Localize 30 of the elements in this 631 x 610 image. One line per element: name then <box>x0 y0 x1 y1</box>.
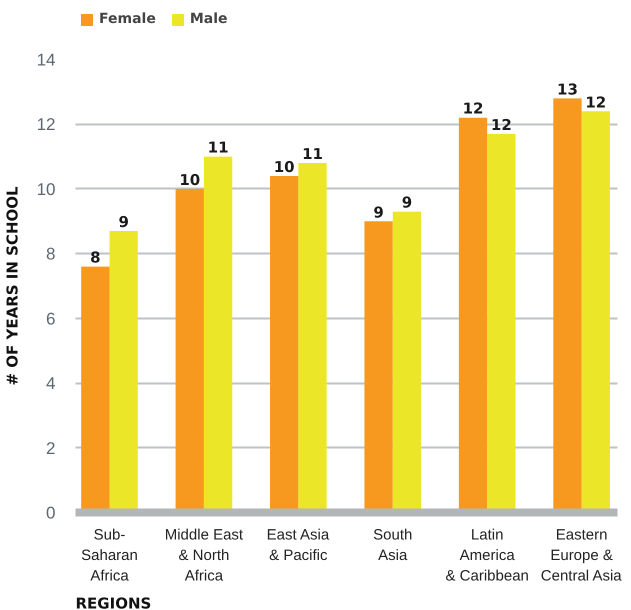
x-axis-title: REGIONS <box>76 594 152 610</box>
y-tick-label: 6 <box>46 309 56 328</box>
y-tick-label: 4 <box>46 374 56 394</box>
data-label: 8 <box>90 248 101 267</box>
y-tick-label: 10 <box>36 180 56 199</box>
y-tick-label: 8 <box>46 244 56 264</box>
data-label: 11 <box>208 138 229 157</box>
data-label: 10 <box>274 158 295 176</box>
x-tick-label: Eastern Europe & Central Asia <box>540 526 622 584</box>
y-tick-label: 2 <box>46 438 56 458</box>
data-label: 12 <box>490 116 512 134</box>
x-tick-label: Middle East & North Africa <box>164 526 244 584</box>
y-axis-title: # OF YEARS IN SCHOOL <box>4 186 22 386</box>
y-tick-label: 14 <box>36 50 56 70</box>
data-label: 11 <box>302 145 323 164</box>
data-label: 12 <box>585 93 606 112</box>
data-label: 10 <box>179 170 200 189</box>
x-tick-label: South Asia <box>373 526 412 564</box>
x-tick-label: East Asia & Pacific <box>266 526 330 564</box>
data-label: 9 <box>402 194 412 212</box>
data-label: 9 <box>373 203 384 222</box>
data-label: 9 <box>118 212 129 231</box>
y-tick-label: 0 <box>46 504 56 522</box>
legend-label: Female <box>99 11 156 27</box>
x-tick-label: Sub- Saharan Africa <box>81 526 138 584</box>
legend-label: Male <box>190 11 228 27</box>
x-tick-label: Latin America & Caribbean <box>446 526 529 584</box>
data-label: 12 <box>462 100 484 118</box>
data-label: 13 <box>557 80 578 98</box>
y-tick-label: 12 <box>36 115 56 134</box>
